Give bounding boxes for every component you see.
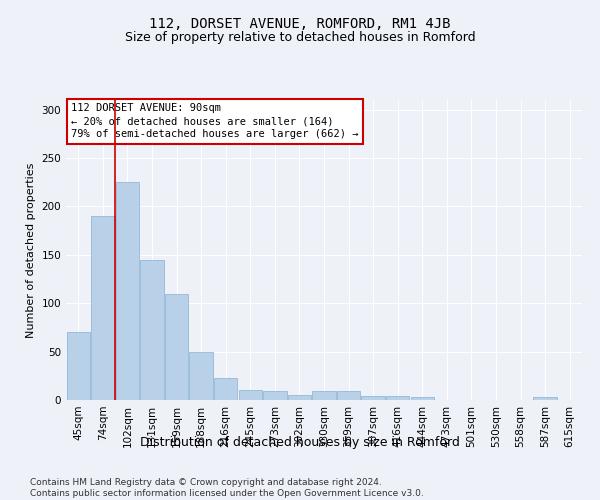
Text: Distribution of detached houses by size in Romford: Distribution of detached houses by size … [140, 436, 460, 449]
Y-axis label: Number of detached properties: Number of detached properties [26, 162, 36, 338]
Bar [140, 260, 164, 400]
Bar [165, 294, 188, 400]
Bar [67, 332, 90, 400]
Bar [263, 392, 287, 400]
Bar [533, 397, 557, 400]
Text: Contains HM Land Registry data © Crown copyright and database right 2024.
Contai: Contains HM Land Registry data © Crown c… [30, 478, 424, 498]
Bar [214, 378, 238, 400]
Bar [190, 352, 213, 400]
Bar [410, 397, 434, 400]
Bar [313, 392, 335, 400]
Bar [337, 392, 360, 400]
Bar [361, 396, 385, 400]
Bar [116, 182, 139, 400]
Bar [288, 395, 311, 400]
Text: Size of property relative to detached houses in Romford: Size of property relative to detached ho… [125, 31, 475, 44]
Bar [239, 390, 262, 400]
Bar [386, 396, 409, 400]
Text: 112 DORSET AVENUE: 90sqm
← 20% of detached houses are smaller (164)
79% of semi-: 112 DORSET AVENUE: 90sqm ← 20% of detach… [71, 103, 359, 140]
Text: 112, DORSET AVENUE, ROMFORD, RM1 4JB: 112, DORSET AVENUE, ROMFORD, RM1 4JB [149, 18, 451, 32]
Bar [91, 216, 115, 400]
